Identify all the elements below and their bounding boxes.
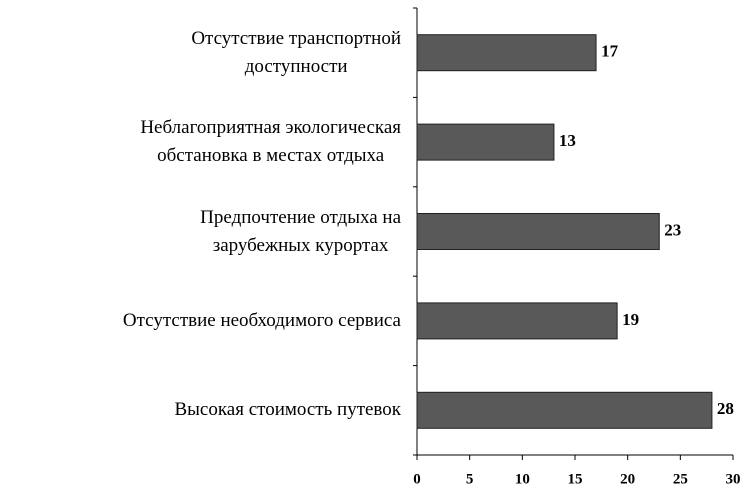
x-tick-label: 5 <box>466 471 474 487</box>
value-label: 19 <box>622 310 639 329</box>
bar <box>416 213 660 250</box>
value-label: 28 <box>717 399 734 418</box>
category-label: Высокая стоимость путевок <box>174 399 401 421</box>
value-label: 13 <box>559 131 576 150</box>
bar <box>416 302 618 340</box>
category-label: Предпочтение отдыха на зарубежных курорт… <box>200 206 401 256</box>
bar <box>416 391 713 429</box>
x-tick-label: 30 <box>726 471 741 487</box>
x-tick-label: 15 <box>568 471 583 487</box>
value-label: 17 <box>601 42 619 61</box>
x-tick-label: 20 <box>620 471 635 487</box>
category-label: Неблагоприятная экологическая обстановка… <box>140 117 401 167</box>
category-label: Отсутствие транспортной доступности <box>191 27 401 77</box>
x-tick-label: 25 <box>673 471 688 487</box>
value-label: 23 <box>664 220 681 239</box>
x-tick-label: 10 <box>515 471 530 487</box>
bar <box>416 34 597 72</box>
x-tick-label: 0 <box>413 471 421 487</box>
category-label: Отсутствие необходимого сервиса <box>122 309 401 331</box>
bar <box>416 123 555 161</box>
